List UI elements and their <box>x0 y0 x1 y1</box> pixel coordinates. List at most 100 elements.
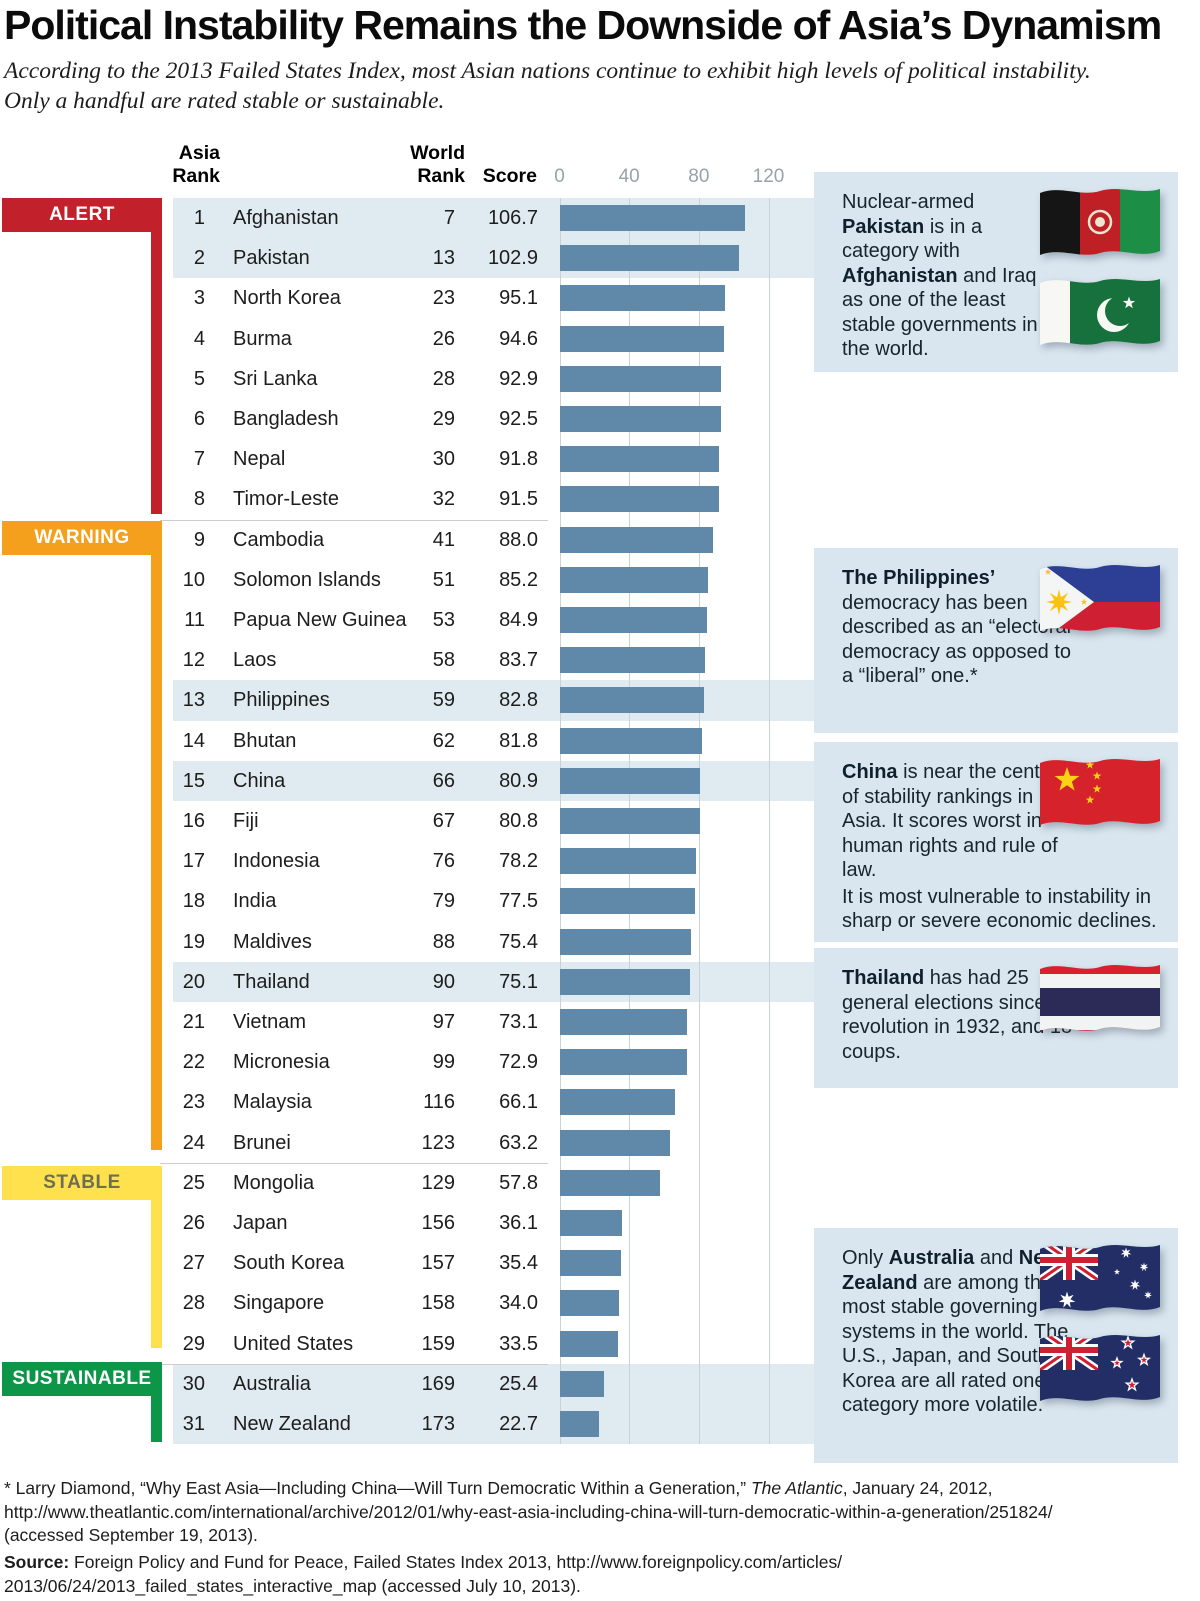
table-row: 11 Papua New Guinea 53 84.9 <box>0 600 1200 640</box>
cell-country: Singapore <box>233 1292 325 1315</box>
cell-score: 80.9 <box>499 769 538 792</box>
cell-score: 85.2 <box>499 568 538 591</box>
cell-asia-rank: 15 <box>182 769 205 792</box>
cell-country: North Korea <box>233 287 341 310</box>
cell-country: Bhutan <box>233 729 297 752</box>
axis-tick-label-0: 0 <box>554 166 565 187</box>
cell-asia-rank: 8 <box>193 488 205 511</box>
china-callout: China is near the center of stability ra… <box>814 742 1178 942</box>
pakistan-flag-icon <box>1040 279 1160 345</box>
score-bar-australia <box>559 1370 604 1397</box>
score-bar-fiji <box>559 808 701 835</box>
cell-country: New Zealand <box>233 1413 351 1435</box>
column-header-asia-rank: Asia Rank <box>172 142 220 187</box>
score-bar-pakistan <box>559 245 739 272</box>
table-row: 10 Solomon Islands 51 85.2 <box>0 560 1200 600</box>
score-bar-thailand <box>559 968 691 995</box>
cell-asia-rank: 6 <box>193 408 205 430</box>
cell-country: Thailand <box>233 970 310 993</box>
cell-asia-rank: 4 <box>193 327 205 350</box>
cell-asia-rank: 11 <box>184 609 205 631</box>
score-bar-malaysia <box>559 1089 675 1116</box>
cell-world-rank: 123 <box>421 1131 455 1154</box>
cell-country: Afghanistan <box>233 207 339 229</box>
cell-score: 81.8 <box>499 729 538 752</box>
philippines-callout-text: The Philippines’ democracy has been desc… <box>842 567 1078 687</box>
cell-world-rank: 28 <box>432 367 455 390</box>
cell-world-rank: 90 <box>432 970 455 993</box>
page-title: Political Instability Remains the Downsi… <box>4 2 1162 48</box>
cell-country: Solomon Islands <box>233 568 381 591</box>
thailand-flag-icon <box>1040 965 1160 1031</box>
cell-world-rank: 129 <box>421 1171 455 1194</box>
category-bar-alert <box>151 232 162 514</box>
score-bar-brunei <box>559 1129 670 1156</box>
axis-tick-label-40: 40 <box>618 166 640 187</box>
cell-country: Malaysia <box>233 1091 312 1114</box>
cell-asia-rank: 7 <box>193 448 205 471</box>
cell-country: Japan <box>233 1212 288 1234</box>
cell-score: 78.2 <box>499 850 538 873</box>
category-bar-sustainable <box>151 1396 162 1442</box>
cell-world-rank: 116 <box>423 1091 455 1114</box>
cell-country: Timor-Leste <box>233 488 339 511</box>
cell-world-rank: 66 <box>432 769 455 792</box>
table-row: 12 Laos 58 83.7 <box>0 640 1200 680</box>
cell-score: 83.7 <box>499 649 538 672</box>
cell-asia-rank: 27 <box>182 1252 205 1275</box>
cell-country: Cambodia <box>233 528 325 551</box>
table-row: 28 Singapore 158 34.0 <box>0 1283 1200 1323</box>
table-row: 1 Afghanistan 7 106.7 <box>0 198 1200 238</box>
page-subtitle: According to the 2013 Failed States Inde… <box>4 56 1184 116</box>
cell-world-rank: 53 <box>432 609 455 631</box>
cell-world-rank: 173 <box>421 1413 455 1435</box>
table-row: 15 China 66 80.9 <box>0 761 1200 801</box>
category-bar-stable <box>151 1200 162 1348</box>
score-bar-vietnam <box>559 1009 687 1036</box>
score-bar-singapore <box>559 1290 619 1317</box>
gridline-120 <box>768 198 770 1444</box>
cell-world-rank: 59 <box>432 689 455 712</box>
score-bar-bhutan <box>559 727 702 754</box>
cell-asia-rank: 24 <box>182 1131 205 1154</box>
cell-score: 25.4 <box>499 1372 538 1395</box>
australia-flag-icon <box>1040 1245 1160 1311</box>
cell-asia-rank: 25 <box>182 1171 205 1194</box>
table-row: 5 Sri Lanka 28 92.9 <box>0 359 1200 399</box>
cell-country: Philippines <box>233 689 330 712</box>
cell-asia-rank: 13 <box>182 689 205 712</box>
cell-score: 84.9 <box>499 609 538 631</box>
section-separator <box>160 519 548 521</box>
score-bar-mongolia <box>559 1169 661 1196</box>
table-row: 16 Fiji 67 80.8 <box>0 801 1200 841</box>
cell-asia-rank: 22 <box>182 1051 205 1074</box>
table-row: 23 Malaysia 116 66.1 <box>0 1082 1200 1122</box>
cell-country: Laos <box>233 649 277 672</box>
cell-world-rank: 30 <box>432 448 455 471</box>
category-label-alert: ALERT <box>2 198 162 232</box>
cell-score: 92.9 <box>499 367 538 390</box>
cell-asia-rank: 28 <box>182 1292 205 1315</box>
cell-world-rank: 67 <box>432 810 455 832</box>
cell-score: 88.0 <box>499 528 538 551</box>
cell-asia-rank: 29 <box>182 1332 205 1355</box>
cell-asia-rank: 3 <box>193 287 205 310</box>
cell-world-rank: 26 <box>432 327 455 350</box>
cell-world-rank: 76 <box>432 850 455 873</box>
score-bar-afghanistan <box>559 205 746 232</box>
footer: * Larry Diamond, “Why East Asia—Includin… <box>4 1477 1184 1597</box>
cell-country: Pakistan <box>233 247 310 270</box>
table-row: 19 Maldives 88 75.4 <box>0 922 1200 962</box>
cell-asia-rank: 5 <box>193 367 205 390</box>
philippines-flag-icon <box>1040 565 1160 631</box>
afghanistan-flag-icon <box>1040 189 1160 255</box>
cell-country: Indonesia <box>233 850 320 873</box>
cell-asia-rank: 1 <box>193 207 205 229</box>
table-row: 17 Indonesia 76 78.2 <box>0 841 1200 881</box>
cell-country: Papua New Guinea <box>233 609 407 631</box>
cell-world-rank: 32 <box>432 488 455 511</box>
score-bar-timor-leste <box>559 486 719 513</box>
cell-country: Fiji <box>233 810 259 832</box>
cell-country: Sri Lanka <box>233 367 318 390</box>
